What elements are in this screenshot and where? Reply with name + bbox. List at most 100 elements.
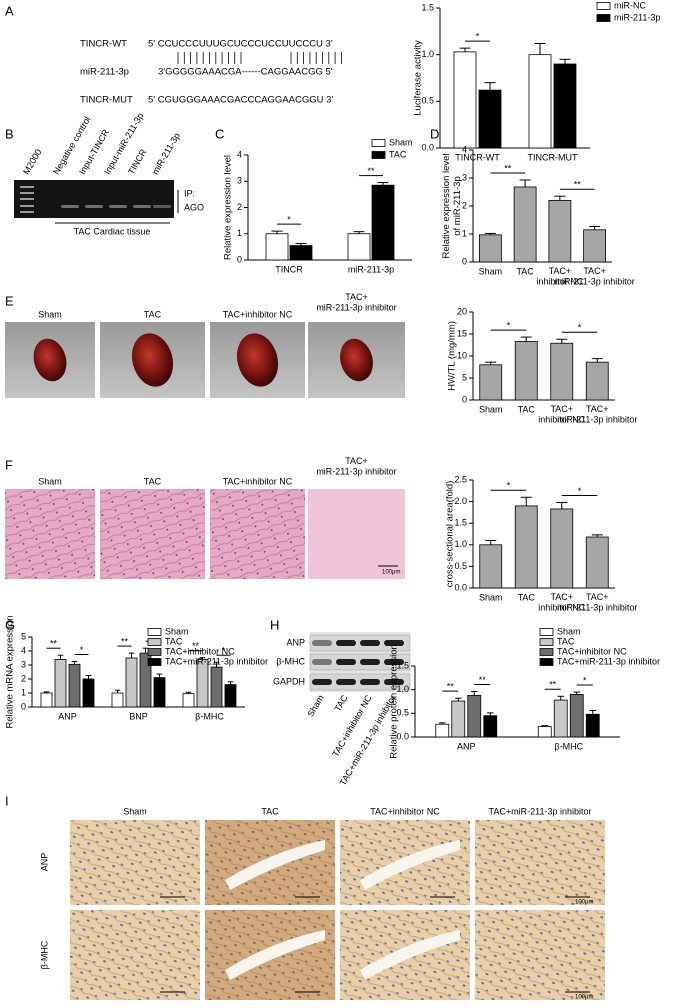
y-tick-label: 3: [462, 172, 467, 182]
histology-image: [210, 489, 305, 579]
bar: [82, 678, 95, 708]
error-bar: [573, 691, 580, 695]
x-tick-label: Sham: [479, 592, 503, 602]
x-tick-label: TAC+ miR-211-3p inhibitor: [554, 266, 634, 286]
marker-band: [20, 211, 34, 213]
ihc-image: [475, 910, 605, 1000]
error-bar: [128, 652, 135, 658]
lane-label: TINCR: [126, 147, 149, 176]
blot-band: [312, 659, 332, 665]
x-tick-label: TAC+ inhibitor NC: [536, 266, 584, 286]
y-tick-label: 5: [462, 372, 467, 382]
bar: [569, 694, 584, 738]
significance-label: *: [578, 486, 582, 496]
sequence-name: TINCR-WT: [80, 39, 127, 50]
histology-image: [308, 489, 405, 579]
error-bar: [534, 42, 546, 55]
bar: [479, 364, 503, 401]
bar: [537, 726, 552, 738]
legend-swatch: [539, 648, 554, 656]
panel-letter: D: [430, 126, 439, 141]
gel-band: [61, 205, 79, 208]
bar: [479, 544, 503, 589]
x-tick-label: TAC+ miR-211-3p inhibitor: [557, 592, 637, 612]
error-bar: [199, 657, 206, 660]
lane-label: miR-211-3p: [150, 131, 182, 176]
y-tick-label: 1: [21, 687, 26, 697]
legend-label: miR-NC: [614, 0, 646, 10]
ihc-image: [475, 820, 605, 905]
bar: [548, 199, 572, 263]
panel-letter: C: [215, 126, 224, 141]
legend-label: TAC: [557, 636, 575, 646]
bar: [196, 659, 209, 708]
blot-band: [336, 659, 356, 665]
x-tick-label: TAC+ miR-211-3p inhibitor: [557, 404, 637, 424]
error-bar: [353, 231, 365, 234]
error-bar: [484, 82, 496, 91]
legend-swatch: [371, 151, 386, 159]
ihc-vessel: [360, 930, 460, 980]
y-tick-label: 0.0: [421, 142, 434, 152]
bar: [478, 234, 502, 263]
y-tick-label: 3: [21, 659, 26, 669]
x-tick-label: TAC+ inhibitor NC: [538, 592, 586, 612]
marker-band: [20, 192, 34, 194]
y-tick-label: 10: [457, 350, 467, 360]
gel: [14, 180, 174, 218]
y-tick-label: 4: [462, 144, 467, 154]
y-tick-label: 4: [21, 645, 26, 655]
error-bar: [71, 661, 78, 665]
blot-band: [384, 659, 404, 665]
significance-label: *: [222, 646, 226, 656]
ihc-image: [70, 820, 200, 905]
image-label: TAC: [261, 806, 279, 816]
marker-band: [20, 198, 34, 200]
significance-label: *: [80, 645, 84, 655]
significance-label: **: [447, 682, 455, 692]
y-axis-label: Relative expression level: [223, 155, 234, 260]
significance-label: **: [121, 636, 129, 646]
blot-band: [360, 679, 380, 685]
y-tick-label: 1.0: [421, 49, 434, 59]
bar: [224, 684, 237, 708]
blot-band: [312, 640, 332, 646]
legend-label: Sham: [389, 137, 413, 147]
panel-letter: B: [5, 126, 14, 141]
bar: [553, 63, 577, 149]
legend-swatch: [147, 638, 162, 646]
y-tick-label: 2: [237, 202, 242, 212]
panel-letter: F: [5, 457, 13, 472]
significance-label: *: [507, 481, 511, 491]
bar: [68, 663, 81, 708]
x-tick-label: TINCR: [275, 264, 303, 274]
blot-band: [360, 659, 380, 665]
y-axis-label: Luciferase activity: [413, 40, 424, 116]
image-label: TAC: [144, 476, 162, 486]
bar: [467, 694, 482, 738]
ip-label: AGO: [184, 202, 204, 212]
legend-label: Sham: [557, 626, 581, 636]
panel-letter: I: [5, 793, 9, 808]
y-tick-label: 2: [21, 673, 26, 683]
legend-swatch: [596, 14, 611, 22]
legend-swatch: [539, 628, 554, 636]
x-tick-label: TAC: [516, 266, 534, 276]
y-tick-label: 3: [237, 176, 242, 186]
error-bar: [520, 336, 532, 342]
blot-row-label: ANP: [286, 637, 305, 647]
error-bar: [459, 47, 471, 52]
error-bar: [185, 691, 192, 694]
scale-label: 100μm: [575, 900, 593, 906]
x-tick-label: ANP: [457, 741, 476, 751]
y-tick-label: 15: [457, 328, 467, 338]
y-axis-label: Relative expression levelof miR-211-3p: [441, 153, 463, 258]
y-tick-label: 2: [462, 200, 467, 210]
error-bar: [455, 697, 462, 702]
ihc-vessel: [225, 840, 325, 890]
x-tick-label: TAC: [518, 592, 536, 602]
blot-band: [360, 640, 380, 646]
error-bar: [57, 654, 64, 660]
panel-letter: A: [5, 3, 14, 18]
ihc-image: [70, 910, 200, 1000]
